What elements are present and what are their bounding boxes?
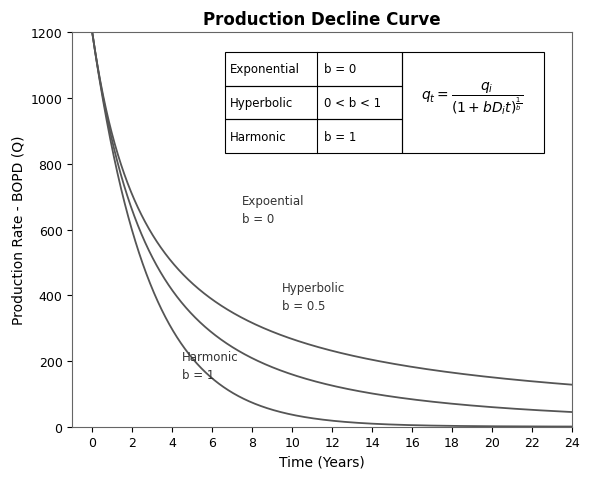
Text: b = 1: b = 1 [324, 130, 356, 144]
Text: Expoential
b = 0: Expoential b = 0 [242, 195, 305, 226]
Bar [225, 120, 402, 154]
Text: Harmonic
b = 1: Harmonic b = 1 [182, 350, 239, 382]
Text: Harmonic: Harmonic [230, 130, 287, 144]
Title: Production Decline Curve: Production Decline Curve [203, 11, 441, 29]
X-axis label: Time (Years): Time (Years) [280, 455, 365, 469]
Y-axis label: Production Rate - BOPD (Q): Production Rate - BOPD (Q) [11, 135, 25, 324]
Text: Exponential: Exponential [230, 63, 300, 76]
Text: $q_t = \dfrac{q_i}{(1 + bD_i t)^{\frac{1}{b}}}$: $q_t = \dfrac{q_i}{(1 + bD_i t)^{\frac{1… [421, 80, 524, 117]
Text: 0 < b < 1: 0 < b < 1 [324, 96, 381, 110]
Bar [225, 86, 402, 120]
Text: Hyperbolic
b = 0.5: Hyperbolic b = 0.5 [282, 282, 345, 312]
Text: b = 0: b = 0 [324, 63, 356, 76]
Bar [225, 53, 402, 86]
Text: Hyperbolic: Hyperbolic [230, 96, 293, 110]
